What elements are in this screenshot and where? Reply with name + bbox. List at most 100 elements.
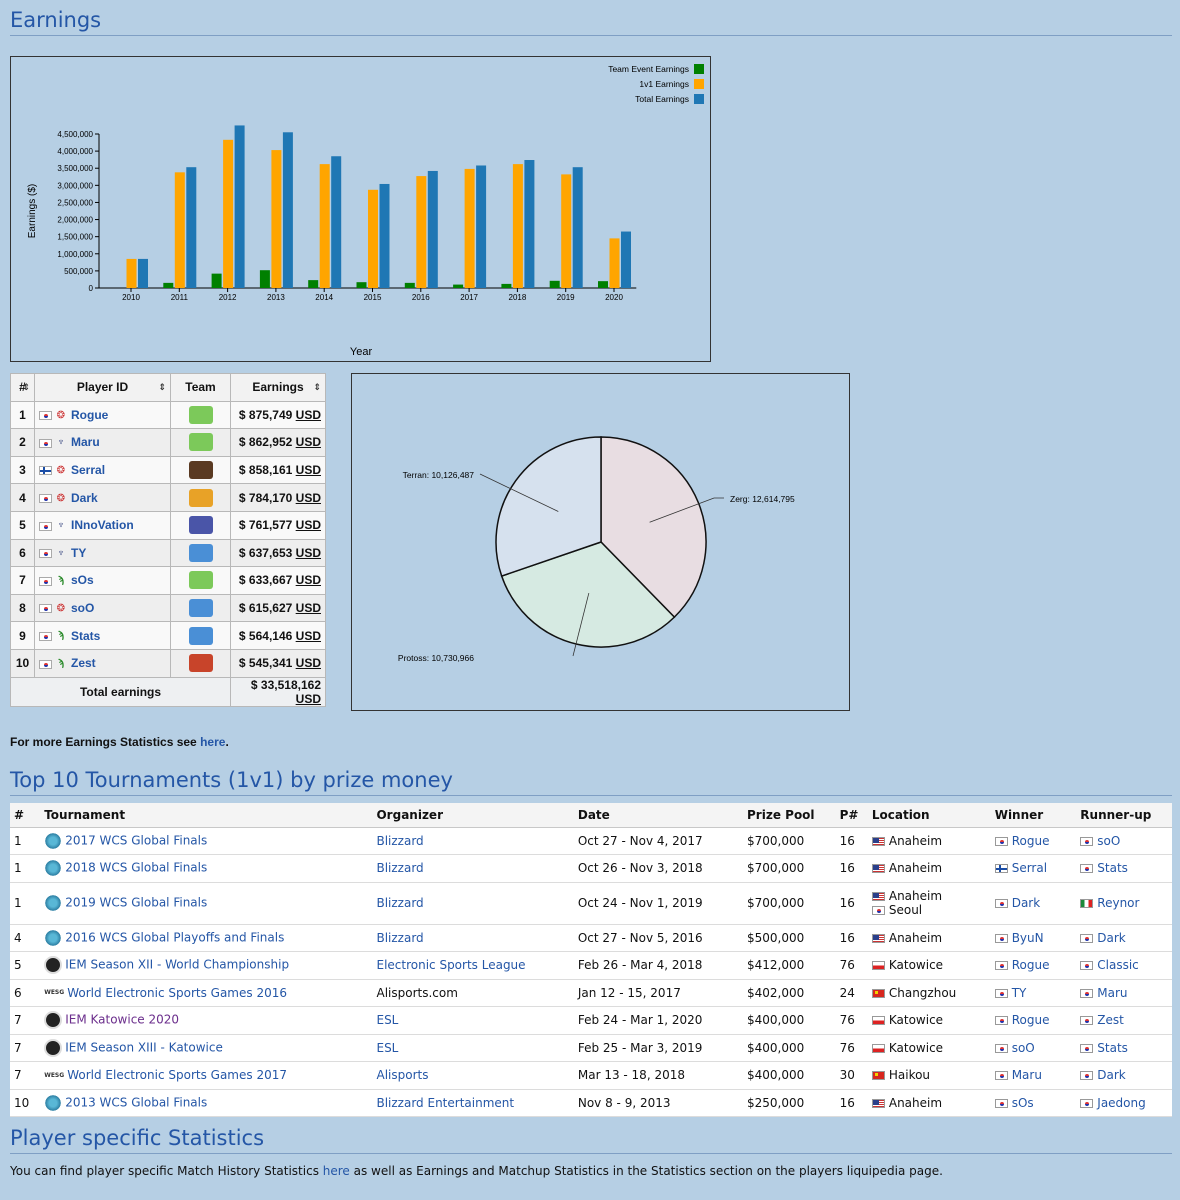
- team-logo-icon[interactable]: [188, 599, 213, 618]
- organizer-cell[interactable]: Blizzard: [372, 882, 574, 925]
- runner-up-link[interactable]: Zest: [1097, 1013, 1124, 1028]
- tournament-link[interactable]: World Electronic Sports Games 2017: [67, 1068, 287, 1083]
- winner-link[interactable]: Rogue: [1011, 833, 1050, 848]
- winner-link[interactable]: Maru: [1011, 1068, 1042, 1083]
- finland-flag-icon: [39, 466, 52, 476]
- tournament-link[interactable]: World Electronic Sports Games 2016: [67, 985, 287, 1000]
- player-link[interactable]: TY: [71, 545, 87, 560]
- iem-league-icon[interactable]: [44, 956, 63, 975]
- player-stats-link[interactable]: here: [322, 1164, 350, 1178]
- runner-up-link[interactable]: Stats: [1097, 861, 1128, 876]
- winner-link[interactable]: Rogue: [1011, 1013, 1050, 1028]
- player-link[interactable]: sOs: [71, 573, 94, 588]
- tournament-link[interactable]: 2013 WCS Global Finals: [65, 1095, 208, 1110]
- tournament-link[interactable]: 2016 WCS Global Playoffs and Finals: [65, 930, 285, 945]
- runner-up-link[interactable]: Maru: [1097, 985, 1128, 1000]
- winner-link[interactable]: Rogue: [1011, 958, 1050, 973]
- iem-league-icon[interactable]: [44, 1011, 63, 1030]
- location-entry: Changzhou: [871, 986, 987, 1000]
- team-logo-icon[interactable]: [188, 461, 213, 480]
- runner-up-link[interactable]: Dark: [1097, 930, 1126, 945]
- earnings-cell: $ 784,170 USD: [230, 483, 326, 512]
- more-stats-link[interactable]: here: [200, 735, 226, 749]
- header-rank[interactable]: # ⇕: [10, 373, 35, 402]
- wcs-league-icon[interactable]: [44, 859, 63, 878]
- organizer-cell[interactable]: Electronic Sports League: [372, 951, 574, 980]
- team-logo-icon[interactable]: [188, 488, 213, 507]
- korea-flag-icon: [39, 631, 52, 641]
- header-player[interactable]: Player ID ⇕: [34, 373, 171, 402]
- runner-up-link[interactable]: Reynor: [1097, 896, 1140, 910]
- runner-up-link[interactable]: Jaedong: [1097, 1095, 1146, 1110]
- wesg-league-icon[interactable]: WESG: [44, 1071, 65, 1079]
- tournament-link[interactable]: IEM Season XII - World Championship: [65, 957, 290, 972]
- player-link[interactable]: Dark: [71, 490, 98, 505]
- player-link[interactable]: INnoVation: [71, 518, 134, 533]
- italy-flag-icon: [1080, 899, 1094, 908]
- organizer-cell[interactable]: ESL: [372, 1006, 574, 1035]
- winner-link[interactable]: TY: [1011, 985, 1027, 1000]
- date-cell: Feb 24 - Mar 1, 2020: [573, 1006, 744, 1035]
- team-logo-icon[interactable]: [188, 543, 213, 562]
- location-cell: Katowice: [867, 1006, 991, 1035]
- tournament-link[interactable]: 2019 WCS Global Finals: [65, 895, 208, 910]
- winner-link[interactable]: Serral: [1011, 861, 1048, 876]
- organizer-cell[interactable]: Alisports: [372, 1061, 574, 1090]
- winner-link[interactable]: ByuN: [1011, 930, 1044, 945]
- team-logo-icon[interactable]: [188, 626, 213, 645]
- bar-1v1-earnings-2017: [464, 168, 475, 288]
- winner-link[interactable]: Dark: [1011, 896, 1041, 910]
- player-link[interactable]: Stats: [71, 628, 101, 643]
- team-logo-icon[interactable]: [188, 516, 213, 535]
- china-flag-icon: [871, 988, 885, 998]
- wcs-league-icon[interactable]: [44, 928, 63, 947]
- tournament-link[interactable]: 2017 WCS Global Finals: [65, 833, 208, 848]
- location-name: Haikou: [888, 1068, 931, 1083]
- tournament-link[interactable]: IEM Season XIII - Katowice: [65, 1040, 223, 1055]
- rank-cell: 2: [10, 428, 35, 457]
- player-link[interactable]: Maru: [71, 435, 100, 450]
- organizer-cell[interactable]: Blizzard: [372, 827, 574, 855]
- player-link[interactable]: Serral: [71, 463, 106, 478]
- winner-link[interactable]: soO: [1011, 1040, 1035, 1055]
- player-link[interactable]: soO: [71, 601, 95, 616]
- team-logo-icon[interactable]: [188, 433, 213, 452]
- korea-flag-icon: [39, 549, 52, 559]
- sort-icon[interactable]: ⇕: [313, 382, 321, 392]
- korea-flag-icon: [39, 494, 52, 503]
- earnings-amount: $ 875,749: [238, 407, 293, 422]
- tournament-rank: 7: [10, 1006, 41, 1035]
- tournament-link[interactable]: 2018 WCS Global Finals: [65, 860, 208, 875]
- winner-link[interactable]: sOs: [1011, 1095, 1034, 1110]
- organizer-cell[interactable]: Blizzard: [372, 924, 574, 952]
- location-entry: Anaheim: [871, 889, 987, 903]
- date-cell: Oct 27 - Nov 4, 2017: [573, 827, 744, 855]
- header-team: Team: [170, 373, 231, 402]
- team-logo-icon[interactable]: [188, 571, 213, 590]
- runner-up-cell: soO: [1076, 827, 1172, 855]
- runner-up-link[interactable]: Classic: [1097, 958, 1139, 973]
- wcs-league-icon[interactable]: [44, 831, 63, 850]
- earner-row: 9 ϡ Stats $ 564,146 USD: [10, 621, 326, 650]
- runner-up-link[interactable]: soO: [1097, 833, 1121, 848]
- runner-up-link[interactable]: Stats: [1097, 1040, 1128, 1055]
- currency-label: USD: [295, 407, 321, 422]
- sort-icon[interactable]: ⇕: [22, 382, 30, 392]
- team-logo-icon[interactable]: [188, 405, 213, 424]
- wcs-league-icon[interactable]: [44, 894, 63, 912]
- iem-league-icon[interactable]: [44, 1038, 63, 1057]
- wesg-league-icon[interactable]: WESG: [44, 989, 65, 997]
- wcs-league-icon[interactable]: [44, 1093, 63, 1112]
- sort-icon[interactable]: ⇕: [158, 382, 166, 392]
- player-link[interactable]: Zest: [71, 656, 96, 671]
- tournament-link[interactable]: IEM Katowice 2020: [65, 1012, 180, 1027]
- player-link[interactable]: Rogue: [71, 407, 109, 422]
- runner-up-link[interactable]: Dark: [1097, 1068, 1126, 1083]
- total-amount: $ 33,518,162: [250, 677, 321, 692]
- date-cell: Nov 8 - 9, 2013: [573, 1089, 744, 1117]
- organizer-cell[interactable]: Blizzard Entertainment: [372, 1089, 574, 1117]
- team-logo-icon[interactable]: [188, 654, 213, 673]
- organizer-cell[interactable]: Blizzard: [372, 854, 574, 883]
- header-earnings[interactable]: Earnings ⇕: [230, 373, 326, 402]
- organizer-cell[interactable]: ESL: [372, 1034, 574, 1062]
